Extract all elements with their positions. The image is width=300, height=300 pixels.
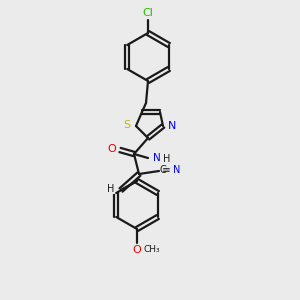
Text: O: O: [133, 245, 141, 255]
Text: O: O: [108, 144, 116, 154]
Text: Cl: Cl: [142, 8, 153, 18]
Text: ≡: ≡: [162, 165, 170, 175]
Text: N: N: [173, 165, 180, 175]
Text: CH₃: CH₃: [144, 245, 160, 254]
Text: N: N: [168, 121, 176, 131]
Text: H: H: [107, 184, 115, 194]
Text: S: S: [123, 120, 130, 130]
Text: N: N: [153, 153, 161, 163]
Text: H: H: [163, 154, 170, 164]
Text: C: C: [160, 165, 167, 175]
